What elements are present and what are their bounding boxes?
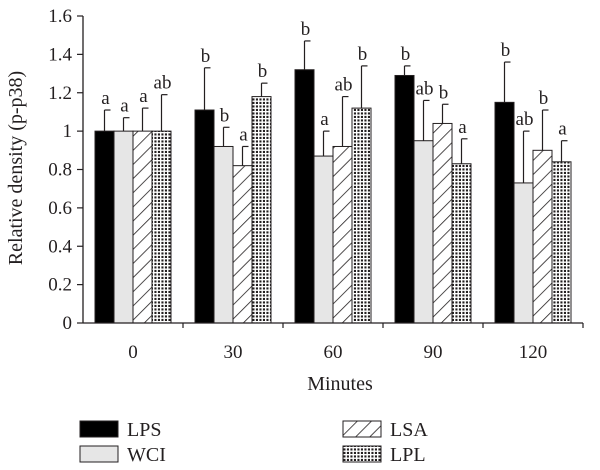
y-tick-labels-group: 0 0.2 0.4 0.6 0.8 1 1.2 1.4 1.6 [48, 6, 72, 334]
significance-label-lps-0: a [101, 88, 110, 109]
axes-group [77, 15, 584, 328]
significance-label-lpl-90: a [458, 117, 467, 138]
bar-wci-30 [213, 145, 234, 324]
legend-item-lsa: LSA [342, 419, 428, 441]
y-tick-label-0.2: 0.2 [48, 275, 72, 296]
significance-label-lpl-0: ab [154, 73, 172, 94]
legend-label-lps: LPS [127, 419, 161, 441]
bar-lpl-30 [251, 96, 272, 324]
error-bar-lps-0 [103, 109, 111, 132]
error-bar-wci-30 [222, 126, 230, 147]
legend-label-wci: WCI [127, 444, 166, 466]
bar-lps-120 [494, 101, 515, 324]
bar-lsa-30 [232, 165, 253, 324]
error-bar-lpl-0 [160, 94, 168, 132]
error-bar-lpl-120 [560, 140, 568, 162]
significance-label-lsa-30: a [239, 124, 248, 145]
legend-swatch-lpl [342, 445, 382, 463]
legend-swatch-lsa [342, 420, 382, 438]
y-tick-label-0.4: 0.4 [48, 236, 72, 257]
x-tick-label-0: 0 [128, 342, 138, 363]
legend-label-lpl: LPL [390, 444, 426, 466]
significance-label-lsa-90: b [439, 82, 449, 103]
bar-lsa-90 [432, 122, 453, 324]
error-bar-lsa-30 [241, 145, 249, 166]
error-bar-lsa-120 [541, 109, 549, 151]
error-bar-wci-120 [522, 130, 530, 183]
significance-label-lps-30: b [201, 46, 211, 67]
legend-item-lpl: LPL [342, 444, 426, 466]
significance-label-lsa-0: a [139, 86, 148, 107]
bar-lps-90 [394, 74, 415, 324]
legend-swatch-lps [79, 420, 119, 438]
bar-lps-0 [94, 130, 115, 324]
significance-label-lps-90: b [401, 44, 411, 65]
bar-wci-120 [513, 182, 534, 324]
y-tick-label-1: 1 [63, 121, 73, 142]
legend-swatch-wci [79, 445, 119, 463]
bar-lpl-120 [551, 161, 572, 324]
y-tick-label-0.8: 0.8 [48, 160, 72, 181]
x-tick-label-90: 90 [424, 342, 443, 363]
significance-label-lpl-60: b [358, 44, 368, 65]
error-bar-lpl-90 [460, 138, 468, 164]
x-tick-labels-group: 0 30 60 90 120 [128, 342, 547, 363]
bar-lsa-60 [332, 145, 353, 324]
significance-label-lpl-120: a [558, 119, 567, 140]
significance-label-wci-0: a [120, 96, 129, 117]
bar-lpl-60 [351, 107, 372, 324]
bar-wci-90 [413, 140, 434, 324]
error-bar-lps-90 [403, 65, 411, 76]
significance-label-wci-60: a [320, 109, 329, 130]
y-tick-label-1.4: 1.4 [48, 44, 72, 65]
significance-label-lps-120: b [501, 40, 511, 61]
bar-lsa-120 [532, 149, 553, 324]
error-bar-wci-90 [422, 99, 430, 141]
bar-lsa-0 [132, 130, 153, 324]
y-tick-label-0: 0 [63, 313, 73, 334]
legend-item-wci: WCI [79, 444, 166, 466]
bar-wci-0 [113, 130, 134, 324]
error-bar-lpl-60 [360, 65, 368, 109]
error-bar-lsa-60 [341, 95, 349, 147]
bar-wci-60 [313, 155, 334, 324]
bars-group [94, 69, 572, 324]
error-bar-lpl-30 [260, 82, 268, 97]
significance-label-lpl-30: b [258, 61, 268, 82]
legend-item-lps: LPS [79, 419, 161, 441]
legend-label-lsa: LSA [390, 419, 428, 441]
error-bar-wci-60 [322, 130, 330, 157]
significance-label-lsa-60: ab [335, 75, 353, 96]
significance-label-wci-30: b [220, 105, 230, 126]
error-bars-group [103, 40, 568, 183]
error-bar-lsa-90 [441, 103, 449, 124]
error-bar-lps-120 [503, 61, 511, 103]
y-tick-label-1.6: 1.6 [48, 6, 72, 27]
error-bar-lsa-0 [141, 107, 149, 132]
x-tick-label-30: 30 [224, 342, 243, 363]
legend: LPS WCI LSA LPL [79, 419, 428, 466]
significance-label-lps-60: b [301, 19, 311, 40]
significance-label-wci-120: ab [516, 109, 534, 130]
x-axis-title: Minutes [307, 373, 373, 395]
y-axis-title: Relative density (p-p38) [5, 71, 27, 265]
x-tick-label-120: 120 [519, 342, 548, 363]
y-tick-label-0.6: 0.6 [48, 198, 72, 219]
bar-lps-60 [294, 69, 315, 324]
significance-label-lsa-120: b [539, 88, 549, 109]
error-bar-lps-30 [203, 67, 211, 111]
bar-lpl-90 [451, 163, 472, 324]
error-bar-wci-0 [122, 117, 130, 132]
error-bar-lps-60 [303, 40, 311, 70]
significance-label-wci-90: ab [416, 78, 434, 99]
bar-lps-30 [194, 109, 215, 324]
x-tick-label-60: 60 [324, 342, 343, 363]
y-tick-label-1.2: 1.2 [48, 83, 72, 104]
bar-lpl-0 [151, 130, 172, 324]
